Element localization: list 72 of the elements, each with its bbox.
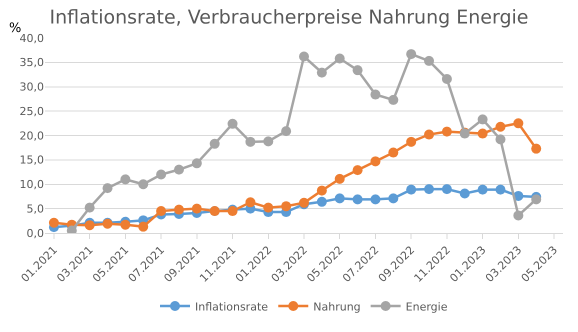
- y-tick-label: 40,0: [20, 32, 44, 45]
- point: [370, 156, 380, 166]
- point: [495, 122, 506, 132]
- point: [478, 184, 488, 195]
- point: [334, 193, 345, 204]
- y-tick-label: 25,0: [20, 104, 44, 118]
- y-tick-label: 20,0: [20, 129, 44, 142]
- point: [370, 90, 380, 100]
- point: [210, 138, 220, 149]
- point: [495, 134, 506, 144]
- point: [281, 201, 292, 212]
- point: [388, 94, 398, 105]
- point: [48, 218, 59, 228]
- y-tick-label: 30,0: [20, 80, 44, 94]
- chart-title: Inflationsrate, Verbraucherpreise Nahrung Energie: [50, 6, 528, 28]
- point: [120, 220, 130, 230]
- point: [442, 184, 452, 194]
- legend-label: Inflationsrate: [195, 300, 268, 314]
- y-axis-title: %: [9, 21, 22, 36]
- point: [370, 194, 380, 204]
- point: [138, 179, 148, 190]
- y-tick-label: 10,0: [20, 178, 44, 192]
- point: [120, 174, 130, 184]
- y-tick-label: 0,0: [26, 226, 44, 240]
- point: [84, 202, 95, 213]
- point: [102, 183, 113, 194]
- point: [460, 188, 470, 199]
- point: [442, 74, 452, 84]
- point: [316, 186, 327, 196]
- y-tick-label: 15,0: [20, 154, 44, 167]
- point: [334, 174, 345, 184]
- point: [316, 196, 327, 207]
- point: [406, 136, 416, 147]
- point: [531, 194, 542, 204]
- point: [478, 128, 488, 139]
- point: [513, 118, 524, 128]
- point: [495, 184, 506, 195]
- point: [424, 184, 434, 194]
- point: [388, 148, 398, 158]
- point: [352, 194, 363, 204]
- point: [424, 130, 434, 140]
- point: [138, 222, 148, 232]
- point: [531, 144, 542, 154]
- legend-label: Nahrung: [313, 300, 361, 314]
- point: [192, 204, 202, 214]
- point: [228, 118, 238, 129]
- point: [442, 126, 452, 137]
- point: [513, 210, 524, 220]
- point: [406, 184, 416, 195]
- point: [156, 170, 166, 180]
- point: [352, 65, 363, 76]
- point: [352, 165, 363, 176]
- point: [281, 126, 292, 136]
- legend-label: Energie: [406, 300, 448, 314]
- y-tick-label: 5,0: [26, 202, 44, 216]
- point: [192, 158, 202, 168]
- point: [84, 220, 95, 230]
- point: [424, 56, 434, 66]
- point: [299, 52, 309, 62]
- point: [245, 136, 256, 147]
- point: [245, 197, 256, 208]
- point: [174, 204, 184, 215]
- point: [478, 114, 488, 124]
- point: [388, 193, 398, 204]
- point: [263, 136, 274, 146]
- point: [316, 68, 327, 78]
- point: [156, 206, 166, 216]
- point: [174, 164, 184, 175]
- point: [263, 202, 274, 213]
- point: [406, 49, 416, 60]
- point: [334, 53, 345, 64]
- y-tick-label: 35,0: [20, 56, 44, 70]
